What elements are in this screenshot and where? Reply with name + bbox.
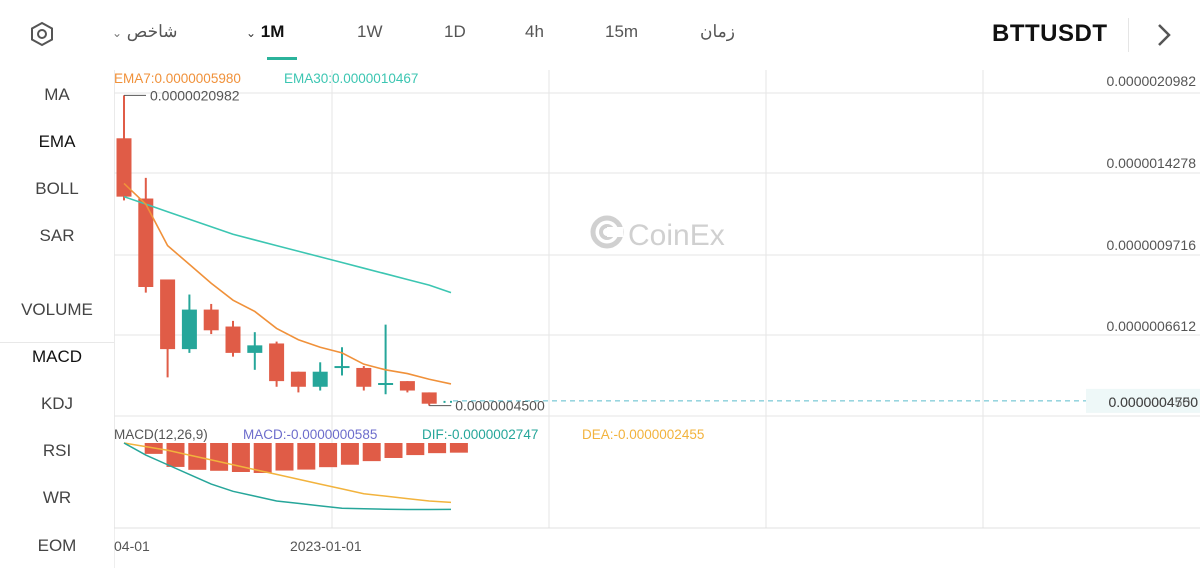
y-tick-label: 0.0000006612 [1106,318,1196,334]
sidebar-item-kdj[interactable]: KDJ [40,394,74,413]
macd-histogram-bar [384,443,403,458]
candle-body [116,138,132,197]
candle-body [290,371,306,387]
macd-histogram-bar [166,443,185,467]
coinex-watermark: CoinEx [590,215,725,252]
candle-body [312,371,328,387]
candle-body [421,392,437,404]
chevron-down-icon: ⌄ [246,26,257,40]
chevron-right-icon[interactable] [1152,20,1176,50]
indicator-sidebar: MA EMA BOLL SAR VOLUME MACD KDJ RSI WR E… [0,70,115,568]
y-tick-label: 0.0000020982 [1106,73,1196,89]
ema7-line [123,182,452,385]
timeframe-active-dropdown[interactable]: ⌄ 1M [246,22,284,42]
candle-body [247,345,263,353]
sidebar-item-volume[interactable]: VOLUME [21,300,93,319]
price-chart[interactable]: CoinEx 0.0000020982 0.0000014278 0.0000009… [114,70,1200,568]
top-toolbar: ⌄ شاخص ⌄ 1M 1W 1D 4h 15m زمان BTTUSDT [0,0,1200,70]
y-tick-label: 0.0000014278 [1106,155,1196,171]
candle-body [138,198,154,287]
sidebar-item-ma[interactable]: MA [44,85,70,104]
candle-body [356,367,372,387]
macd-histogram-bar [406,443,425,456]
high-price-label: 0.0000020982 [150,87,240,103]
candle-body [443,400,446,403]
sidebar-item-boll[interactable]: BOLL [35,179,79,198]
period-menu[interactable]: زمان [700,22,735,41]
last-price-overlap: 0.0000004500 [1108,394,1198,410]
dea-legend: DEA:-0.0000002455 [582,427,704,442]
ema30-legend: EMA30:0.0000010467 [284,71,418,86]
y-tick-label: 0.0000009716 [1106,237,1196,253]
candle-body [399,381,415,391]
timeframe-active-label: 1M [260,22,285,41]
candle-body [160,279,176,350]
active-tab-underline [267,57,297,60]
macd-histogram-bar [428,443,447,454]
sidebar-item-wr[interactable]: WR [42,488,72,507]
candle-body [181,309,197,350]
candle-body [334,366,350,369]
watermark-text: CoinEx [628,219,725,252]
last-price-tag [1086,388,1200,413]
timeframe-1w[interactable]: 1W [357,22,383,41]
sidebar-item-sar[interactable]: SAR [39,226,75,245]
sidebar-item-eom[interactable]: EOM [37,536,77,555]
timeframe-1d[interactable]: 1D [444,22,466,41]
chart-labels: 0.0000020982 0.0000014278 0.0000009716 0.00… [114,71,1200,554]
ema30-line [123,195,452,294]
macd-histogram-bar [210,443,229,471]
candle-body [378,383,394,385]
dea-line [123,442,452,504]
macd-histogram-bar [449,443,468,453]
dif-line [123,442,452,511]
timeframe-4h[interactable]: 4h [525,22,544,41]
candlestick-series [116,95,452,406]
symbol-title: BTTUSDT [992,20,1108,47]
macd-histogram-bar [319,443,338,468]
timeframe-15m[interactable]: 15m [605,22,639,41]
indicator-dropdown[interactable]: ⌄ شاخص [112,22,178,42]
macd-panel [123,442,468,511]
sidebar-divider [0,342,114,343]
dif-legend: DIF:-0.0000002747 [422,427,538,442]
sidebar-item-ema[interactable]: EMA [38,132,76,151]
macd-histogram-bar [297,443,316,470]
symbol-divider [1128,18,1129,52]
chart-grid [114,70,1200,529]
macd-histogram-bar [253,443,272,473]
candle-body [269,343,285,382]
indicator-dropdown-label: شاخص [126,22,178,41]
macd-value-legend: MACD:-0.0000000585 [243,427,377,442]
ema7-legend: EMA7:0.0000005980 [114,71,241,86]
candle-body [225,326,241,353]
macd-histogram-bar [362,443,381,462]
x-tick-label: 04-01 [114,538,150,554]
candle-body [203,309,219,331]
chevron-down-icon: ⌄ [112,26,123,40]
sidebar-item-macd[interactable]: MACD [31,347,83,366]
macd-legend-title: MACD(12,26,9) [114,427,208,442]
settings-hexagon-icon[interactable] [29,21,55,47]
last-price-value: 0.0000004750 [1108,394,1198,410]
macd-histogram-bar [340,443,359,465]
macd-histogram-bar [275,443,294,471]
low-price-label: 0.0000004500 [455,398,545,414]
sidebar-item-rsi[interactable]: RSI [42,441,72,460]
x-tick-label: 2023-01-01 [290,538,362,554]
ema-lines [123,182,452,385]
